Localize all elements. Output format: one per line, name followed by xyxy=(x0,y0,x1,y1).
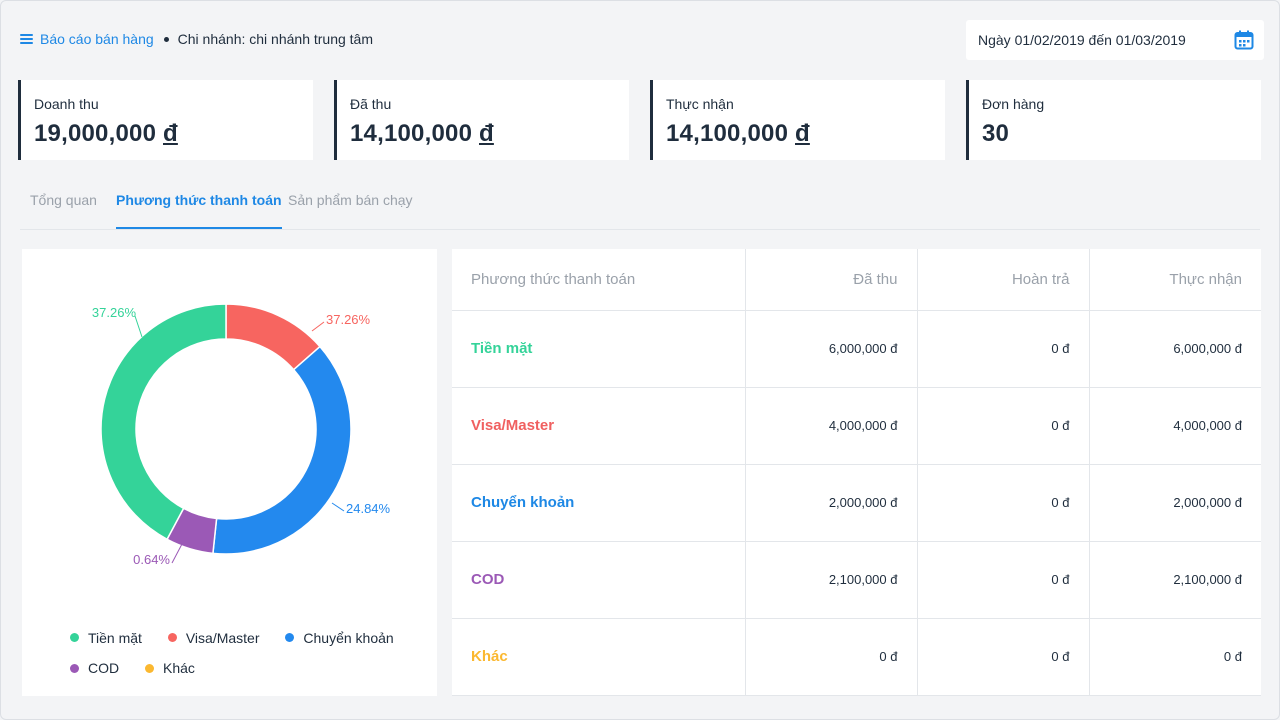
breadcrumb-separator xyxy=(163,36,169,42)
calendar-icon[interactable] xyxy=(1234,30,1254,50)
tab-payment-methods[interactable]: Phương thức thanh toán xyxy=(116,192,282,229)
menu-icon[interactable] xyxy=(20,34,33,44)
row-method: Chuyển khoản xyxy=(452,464,746,542)
row-refund: 0 đ xyxy=(917,464,1090,542)
legend-dot xyxy=(285,633,295,642)
donut-slice-cash[interactable] xyxy=(100,303,227,541)
date-range-text: Ngày 01/02/2019 đến 01/03/2019 xyxy=(978,32,1186,48)
table-header-row: Phương thức thanh toán Đã thu Hoàn trả T… xyxy=(452,249,1261,311)
donut-label-transfer: 24.84% xyxy=(346,501,391,516)
header-refund[interactable]: Hoàn trả xyxy=(917,249,1090,311)
tab-best-sellers[interactable]: Sản phẩm bán chạy xyxy=(288,192,413,208)
header-collected[interactable]: Đã thu xyxy=(745,249,918,311)
legend-dot xyxy=(145,663,155,673)
row-received: 0 đ xyxy=(1089,618,1261,696)
row-collected: 2,000,000 đ xyxy=(745,464,918,542)
breadcrumb: Báo cáo bán hàng Chi nhánh: chi nhánh tr… xyxy=(20,30,373,48)
header-method[interactable]: Phương thức thanh toán xyxy=(452,249,746,311)
stat-card-value: 19,000,000 đ xyxy=(34,120,178,147)
donut-leader-cash xyxy=(134,315,143,338)
row-method: Visa/Master xyxy=(452,387,746,465)
legend-item-cash[interactable]: Tiền mặt xyxy=(70,630,142,646)
legend-item-visa[interactable]: Visa/Master xyxy=(167,630,260,646)
legend-dot xyxy=(167,633,177,642)
payment-chart-panel: 37.26% 37.26% 24.84% 0.64% Tiền mặt Visa/Ma… xyxy=(22,249,437,696)
stat-card-value: 30 xyxy=(982,120,1010,147)
donut-label-visa: 37.26% xyxy=(326,312,371,327)
row-collected: 0 đ xyxy=(745,618,918,696)
stat-card-collected: Đã thu 14,100,000 đ xyxy=(334,80,629,160)
legend-dot xyxy=(70,633,79,642)
stat-card-revenue: Doanh thu 19,000,000 đ xyxy=(18,80,313,160)
donut-leader-transfer xyxy=(331,502,345,512)
header-received[interactable]: Thực nhận xyxy=(1089,249,1261,311)
payment-table-panel: Phương thức thanh toán Đã thu Hoàn trả T… xyxy=(452,249,1261,696)
legend-item-other[interactable]: Khác xyxy=(145,660,195,676)
table-row: Chuyển khoản 2,000,000 đ 0 đ 2,000,000 đ xyxy=(452,464,1261,542)
row-refund: 0 đ xyxy=(917,387,1090,465)
table-row: Khác 0 đ 0 đ 0 đ xyxy=(452,618,1261,696)
report-tabs: Tổng quan Phương thức thanh toán Sản phẩ… xyxy=(20,180,1260,230)
legend-dot xyxy=(70,663,79,673)
stat-card-label: Doanh thu xyxy=(34,96,99,112)
payment-donut-chart: 37.26% 37.26% 24.84% 0.64% xyxy=(92,303,391,567)
row-received: 4,000,000 đ xyxy=(1089,387,1261,465)
table-row: Visa/Master 4,000,000 đ 0 đ 4,000,000 đ xyxy=(452,387,1261,465)
row-received: 2,100,000 đ xyxy=(1089,541,1261,619)
donut-slice-transfer[interactable] xyxy=(212,345,352,555)
table-row: Tiền mặt 6,000,000 đ 0 đ 6,000,000 đ xyxy=(452,310,1261,388)
row-refund: 0 đ xyxy=(917,541,1090,619)
stat-card-label: Đơn hàng xyxy=(982,96,1045,112)
stat-card-value: 14,100,000 đ xyxy=(666,120,810,147)
stat-card-orders: Đơn hàng 30 xyxy=(966,80,1261,160)
tab-overview[interactable]: Tổng quan xyxy=(30,192,97,208)
chart-legend: Tiền mặt Visa/Master Chuyển khoản COD Kh… xyxy=(70,629,430,690)
row-received: 6,000,000 đ xyxy=(1089,310,1261,388)
donut-label-cod: 0.64% xyxy=(133,552,170,567)
row-collected: 6,000,000 đ xyxy=(745,310,918,388)
row-method: COD xyxy=(452,541,746,619)
row-method: Khác xyxy=(452,618,746,696)
stat-card-label: Thực nhận xyxy=(666,96,734,112)
stat-card-label: Đã thu xyxy=(350,96,392,112)
breadcrumb-report-link[interactable]: Báo cáo bán hàng xyxy=(40,31,154,47)
date-range-picker[interactable]: Ngày 01/02/2019 đến 01/03/2019 xyxy=(966,20,1264,60)
stat-card-value: 14,100,000 đ xyxy=(350,120,494,147)
payment-methods-table: Phương thức thanh toán Đã thu Hoàn trả T… xyxy=(452,249,1261,696)
row-method: Tiền mặt xyxy=(452,310,746,388)
row-refund: 0 đ xyxy=(917,618,1090,696)
breadcrumb-branch: Chi nhánh: chi nhánh trung tâm xyxy=(177,31,374,47)
row-received: 2,000,000 đ xyxy=(1089,464,1261,542)
row-collected: 2,100,000 đ xyxy=(745,541,918,619)
legend-item-cod[interactable]: COD xyxy=(70,660,119,676)
stat-card-received: Thực nhận 14,100,000 đ xyxy=(650,80,945,160)
row-collected: 4,000,000 đ xyxy=(745,387,918,465)
row-refund: 0 đ xyxy=(917,310,1090,388)
donut-leader-visa xyxy=(311,321,325,332)
legend-item-transfer[interactable]: Chuyển khoản xyxy=(285,630,394,646)
table-row: COD 2,100,000 đ 0 đ 2,100,000 đ xyxy=(452,541,1261,619)
donut-leader-cod xyxy=(171,543,183,564)
donut-label-cash: 37.26% xyxy=(92,305,137,320)
